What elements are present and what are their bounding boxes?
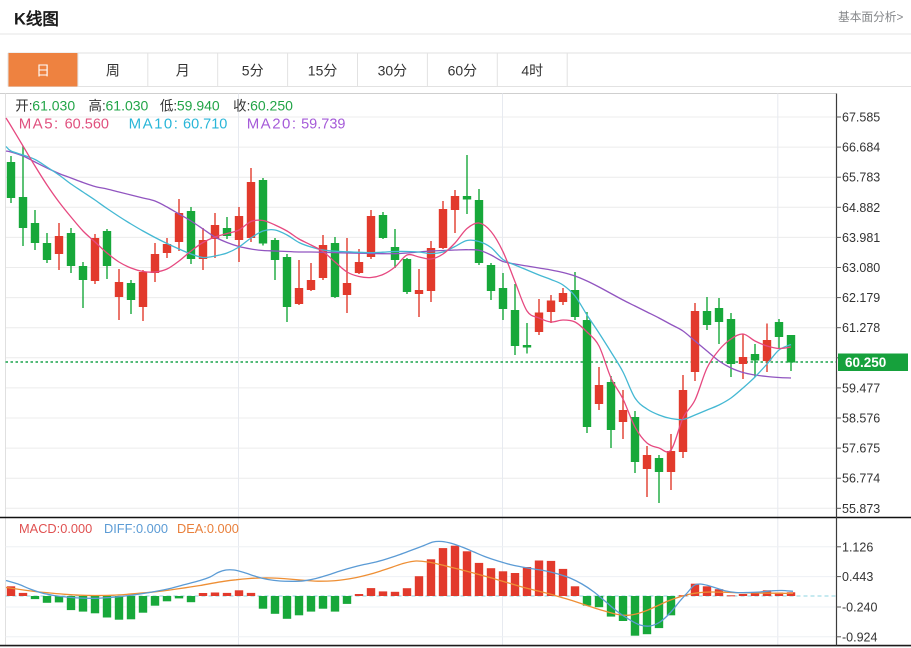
- svg-text:低:: 低:: [160, 99, 177, 114]
- svg-text:-0.924: -0.924: [842, 630, 877, 644]
- svg-text:MA20:: MA20:: [247, 116, 298, 133]
- svg-text:65.783: 65.783: [842, 171, 880, 185]
- svg-text:4时: 4时: [521, 63, 543, 79]
- svg-text:63.080: 63.080: [842, 261, 880, 275]
- svg-text:基本面分析>: 基本面分析>: [838, 10, 903, 24]
- svg-text:高:: 高:: [89, 98, 106, 114]
- svg-text:15分: 15分: [308, 63, 338, 79]
- svg-text:59.940: 59.940: [177, 98, 220, 114]
- svg-text:60分: 60分: [448, 63, 478, 79]
- svg-text:1.126: 1.126: [842, 540, 873, 554]
- svg-text:K线图: K线图: [14, 9, 59, 29]
- svg-text:60.250: 60.250: [250, 98, 293, 114]
- svg-text:60.250: 60.250: [845, 355, 886, 370]
- svg-text:MA10:: MA10:: [129, 116, 180, 133]
- svg-text:61.030: 61.030: [106, 98, 149, 114]
- svg-text:月: 月: [176, 63, 190, 79]
- svg-text:61.278: 61.278: [842, 321, 880, 335]
- svg-text:MACD:0.000: MACD:0.000: [19, 521, 92, 536]
- svg-text:60.710: 60.710: [183, 117, 227, 133]
- svg-text:64.882: 64.882: [842, 201, 880, 215]
- svg-text:66.684: 66.684: [842, 141, 880, 155]
- svg-text:30分: 30分: [378, 63, 408, 79]
- svg-text:56.774: 56.774: [842, 472, 880, 486]
- svg-text:61.030: 61.030: [32, 98, 75, 114]
- svg-text:0.443: 0.443: [842, 570, 873, 584]
- svg-text:开:: 开:: [15, 99, 32, 114]
- svg-text:59.739: 59.739: [301, 117, 345, 133]
- svg-text:DIFF:0.000: DIFF:0.000: [104, 521, 168, 536]
- svg-text:5分: 5分: [242, 63, 264, 79]
- svg-text:日: 日: [36, 63, 50, 79]
- svg-text:55.873: 55.873: [842, 502, 880, 516]
- svg-text:MA5:: MA5:: [19, 116, 60, 133]
- svg-text:59.477: 59.477: [842, 381, 880, 395]
- svg-text:58.576: 58.576: [842, 412, 880, 426]
- svg-text:DEA:0.000: DEA:0.000: [177, 521, 239, 536]
- svg-text:62.179: 62.179: [842, 291, 880, 305]
- svg-text:67.585: 67.585: [842, 111, 880, 125]
- svg-text:周: 周: [106, 63, 120, 79]
- svg-text:-0.240: -0.240: [842, 601, 877, 615]
- svg-text:57.675: 57.675: [842, 442, 880, 456]
- svg-text:收:: 收:: [233, 99, 250, 114]
- svg-text:60.560: 60.560: [65, 117, 109, 133]
- svg-text:63.981: 63.981: [842, 231, 880, 245]
